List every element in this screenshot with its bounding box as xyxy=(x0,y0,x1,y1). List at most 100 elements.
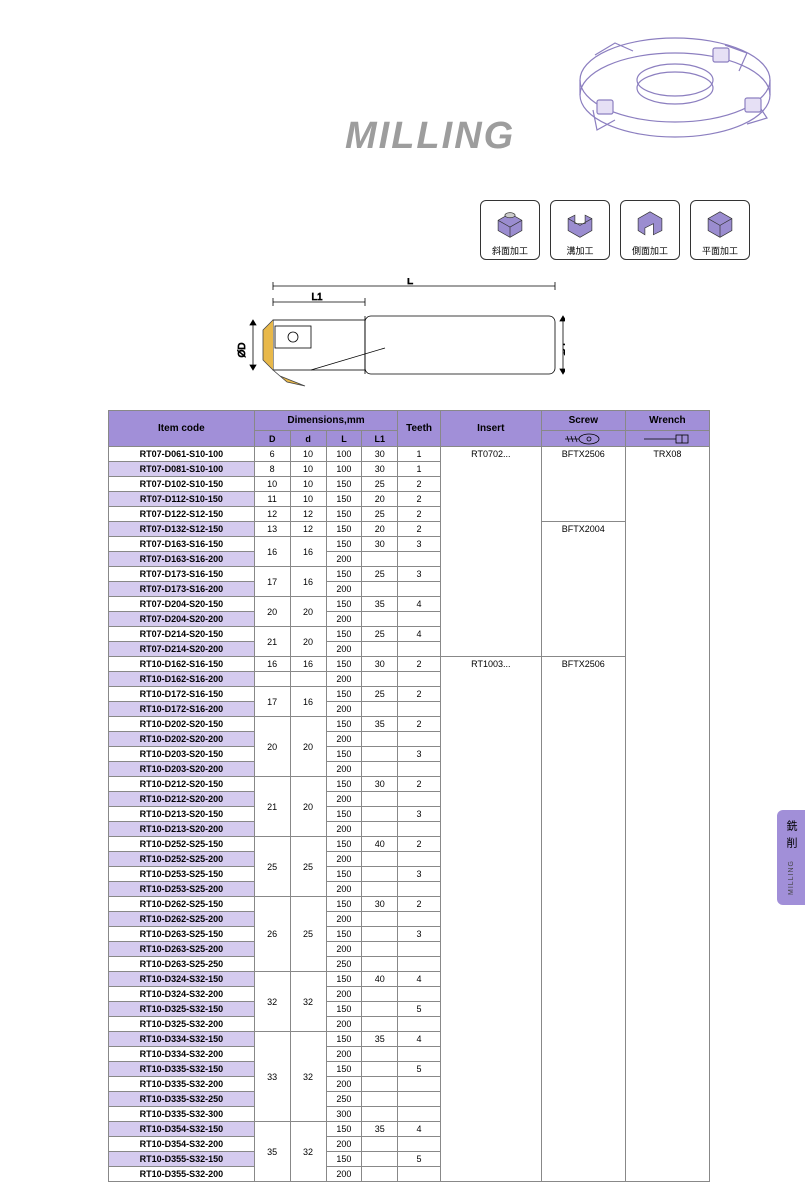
cell-teeth: 2 xyxy=(398,837,441,852)
cell-L1: 30 xyxy=(362,897,398,912)
cell-d: 16 xyxy=(290,537,326,567)
cell-L1 xyxy=(362,552,398,567)
cell-D: 6 xyxy=(254,447,290,462)
dim-OD: ØD xyxy=(237,343,248,358)
cell-L1 xyxy=(362,1017,398,1032)
cell-L: 200 xyxy=(326,792,362,807)
cell-L1: 35 xyxy=(362,1122,398,1137)
cell-D: 16 xyxy=(254,657,290,672)
cell-teeth xyxy=(398,1017,441,1032)
cell-d: 20 xyxy=(290,777,326,837)
cell-teeth: 4 xyxy=(398,972,441,987)
cell-teeth: 5 xyxy=(398,1152,441,1167)
item-code: RT10-D335-S32-150 xyxy=(109,1062,255,1077)
cell-L1: 30 xyxy=(362,462,398,477)
cell-d: 10 xyxy=(290,447,326,462)
item-code: RT07-D163-S16-150 xyxy=(109,537,255,552)
cell-L1 xyxy=(362,582,398,597)
cell-L: 300 xyxy=(326,1107,362,1122)
op-caption: 斜面加工 xyxy=(492,244,528,257)
item-code: RT07-D132-S12-150 xyxy=(109,522,255,537)
cell-L1 xyxy=(362,672,398,687)
cell-teeth xyxy=(398,912,441,927)
cell-teeth: 3 xyxy=(398,807,441,822)
op-caption: 溝加工 xyxy=(566,244,593,257)
cell-L1: 25 xyxy=(362,627,398,642)
cell-D: 21 xyxy=(254,777,290,837)
cell-teeth: 4 xyxy=(398,597,441,612)
cell-teeth xyxy=(398,822,441,837)
item-code: RT10-D212-S20-200 xyxy=(109,792,255,807)
item-code: RT10-D213-S20-200 xyxy=(109,822,255,837)
cell-teeth: 2 xyxy=(398,507,441,522)
cell-insert: RT1003... xyxy=(440,657,541,1182)
item-code: RT10-D252-S25-200 xyxy=(109,852,255,867)
cell-d: 25 xyxy=(290,897,326,972)
item-code: RT10-D172-S16-150 xyxy=(109,687,255,702)
item-code: RT10-D252-S25-150 xyxy=(109,837,255,852)
item-code: RT10-D202-S20-200 xyxy=(109,732,255,747)
cell-d: 32 xyxy=(290,1032,326,1122)
item-code: RT10-D325-S32-200 xyxy=(109,1017,255,1032)
cell-D: 21 xyxy=(254,627,290,657)
item-code: RT10-D334-S32-150 xyxy=(109,1032,255,1047)
cell-D: 33 xyxy=(254,1032,290,1122)
cell-teeth: 3 xyxy=(398,867,441,882)
cell-teeth: 2 xyxy=(398,522,441,537)
cell-d: 32 xyxy=(290,1122,326,1182)
item-code: RT10-D335-S32-300 xyxy=(109,1107,255,1122)
cell-teeth xyxy=(398,582,441,597)
cell-d: 10 xyxy=(290,462,326,477)
cell-L1 xyxy=(362,762,398,777)
cell-L1 xyxy=(362,1152,398,1167)
cell-L: 200 xyxy=(326,1077,362,1092)
op-icon-ramp: 斜面加工 xyxy=(480,200,540,260)
cell-D: 12 xyxy=(254,507,290,522)
cell-teeth: 1 xyxy=(398,447,441,462)
cell-screw: BFTX2004 xyxy=(541,522,625,657)
item-code: RT10-D262-S25-150 xyxy=(109,897,255,912)
cell-teeth xyxy=(398,1167,441,1182)
cell-teeth xyxy=(398,612,441,627)
cell-teeth: 4 xyxy=(398,1032,441,1047)
cell-teeth: 3 xyxy=(398,567,441,582)
item-code: RT07-D102-S10-150 xyxy=(109,477,255,492)
th-item: Item code xyxy=(109,411,255,447)
cell-teeth xyxy=(398,792,441,807)
cell-L: 200 xyxy=(326,1167,362,1182)
cell-teeth xyxy=(398,702,441,717)
cell-d: 12 xyxy=(290,507,326,522)
cell-L: 150 xyxy=(326,507,362,522)
cell-d: 16 xyxy=(290,567,326,597)
cell-L: 100 xyxy=(326,447,362,462)
header-illustration xyxy=(525,0,785,180)
cell-L1 xyxy=(362,1062,398,1077)
item-code: RT10-D355-S32-150 xyxy=(109,1152,255,1167)
cell-teeth: 2 xyxy=(398,777,441,792)
item-code: RT10-D334-S32-200 xyxy=(109,1047,255,1062)
th-d: d xyxy=(290,431,326,447)
cell-d: 32 xyxy=(290,972,326,1032)
cell-L1 xyxy=(362,642,398,657)
cell-d: 16 xyxy=(290,657,326,672)
cell-L1: 25 xyxy=(362,567,398,582)
cell-L: 200 xyxy=(326,852,362,867)
cell-L: 200 xyxy=(326,1137,362,1152)
cell-teeth xyxy=(398,1047,441,1062)
cell-D: 8 xyxy=(254,462,290,477)
cell-L1: 40 xyxy=(362,972,398,987)
cell-teeth: 1 xyxy=(398,462,441,477)
cell-L1: 25 xyxy=(362,507,398,522)
cell-L1 xyxy=(362,1002,398,1017)
cell-L1 xyxy=(362,942,398,957)
th-D: D xyxy=(254,431,290,447)
cell-L1 xyxy=(362,1107,398,1122)
dim-L1: L1 xyxy=(311,292,323,303)
cell-L: 250 xyxy=(326,1092,362,1107)
cell-L: 200 xyxy=(326,732,362,747)
cell-D: 32 xyxy=(254,972,290,1032)
cell-L: 200 xyxy=(326,762,362,777)
cell-L1 xyxy=(362,957,398,972)
item-code: RT07-D173-S16-200 xyxy=(109,582,255,597)
cell-L1: 20 xyxy=(362,522,398,537)
